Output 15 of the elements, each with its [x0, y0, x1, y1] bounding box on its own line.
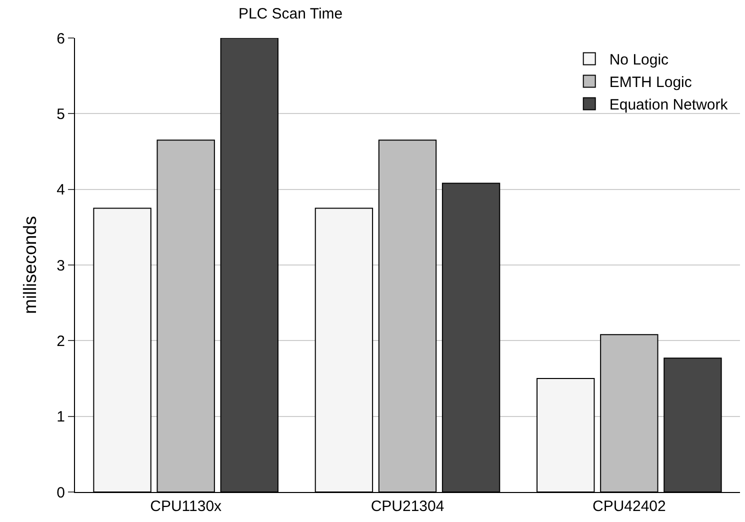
x-tick-label: CPU1130x — [150, 498, 222, 515]
y-tick-label: 4 — [56, 182, 65, 199]
legend-label: No Logic — [609, 52, 670, 69]
legend-label: EMTH Logic — [609, 74, 692, 92]
chart-title: PLC Scan Time — [238, 5, 343, 22]
y-axis-title: milliseconds — [20, 216, 40, 314]
y-tick-label: 6 — [56, 30, 65, 48]
y-tick-label: 1 — [56, 408, 65, 426]
y-tick-label: 5 — [56, 106, 65, 123]
x-tick-label: CPU21304 — [370, 498, 444, 515]
x-tick-label: CPU42402 — [592, 498, 666, 515]
y-tick-label: 0 — [56, 484, 65, 502]
legend-label: Equation Network — [609, 96, 728, 114]
y-tick-label: 3 — [56, 257, 65, 274]
y-tick-label: 2 — [56, 332, 65, 350]
